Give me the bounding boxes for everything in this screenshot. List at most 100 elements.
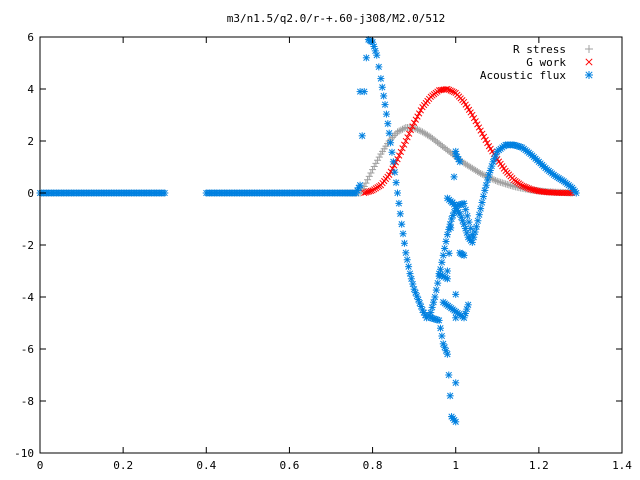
data-point (438, 332, 446, 340)
data-point (395, 127, 403, 135)
data-point (478, 170, 486, 178)
data-point (469, 111, 476, 119)
legend-marker (585, 58, 593, 66)
data-point (482, 181, 490, 189)
data-point (367, 169, 375, 177)
data-point (356, 88, 364, 96)
legend-label: Acoustic flux (480, 69, 566, 82)
data-point (387, 139, 395, 147)
data-point (413, 126, 421, 134)
data-point (417, 107, 424, 114)
data-point (372, 159, 380, 167)
data-point (490, 176, 498, 184)
data-point (481, 186, 489, 194)
data-point (449, 88, 456, 95)
y-tick-label: 4 (27, 83, 34, 96)
axes: 0 0.2 0.4 0.6 0.8 1 1.2 1.4 -10 -8 -6 -4 -2 0 2 4 6 (14, 31, 632, 472)
data-point (389, 133, 397, 141)
data-point (477, 205, 485, 213)
data-point (452, 379, 460, 387)
data-point (508, 182, 516, 190)
data-point (402, 249, 410, 257)
data-point (445, 86, 453, 93)
data-point (406, 270, 414, 278)
data-point (445, 249, 453, 257)
data-point (452, 418, 460, 426)
data-point (465, 218, 473, 226)
y-tick-label: 2 (27, 135, 34, 148)
data-point (472, 118, 479, 125)
data-point (572, 189, 580, 197)
data-point (477, 127, 484, 134)
x-tick-label: 0.4 (196, 459, 216, 472)
data-point (479, 192, 487, 200)
series-g-work (361, 85, 576, 197)
data-point (394, 189, 402, 197)
data-point (492, 177, 500, 185)
data-point (399, 125, 407, 133)
data-point (410, 119, 418, 126)
data-point (402, 137, 409, 145)
x-tick-label: 0 (37, 459, 44, 472)
plot-area (36, 36, 580, 426)
data-point (364, 176, 372, 184)
data-point (409, 123, 416, 130)
data-point (450, 88, 458, 96)
y-tick-label: 6 (27, 31, 34, 44)
data-point (473, 223, 480, 231)
x-tick-label: 1.4 (612, 459, 632, 472)
data-point (436, 324, 444, 332)
data-point (456, 158, 464, 166)
data-point (407, 126, 414, 134)
data-point (399, 230, 407, 238)
data-point (444, 85, 451, 93)
data-point (400, 124, 408, 132)
data-point (370, 162, 378, 170)
data-point (396, 152, 403, 159)
data-point (396, 210, 404, 218)
data-point (468, 231, 476, 239)
data-point (468, 238, 476, 246)
data-point (498, 179, 506, 187)
data-point (391, 162, 398, 169)
data-point (443, 231, 451, 239)
data-point (356, 181, 364, 189)
data-point (522, 183, 529, 191)
x-tick-label: 0.8 (363, 459, 383, 472)
data-point (397, 148, 404, 156)
chart-title: m3/n1.5/q2.0/r-+.60-j308/M2.0/512 (227, 12, 446, 25)
data-point (470, 114, 478, 122)
data-point (407, 275, 415, 283)
data-point (520, 183, 528, 190)
data-point (365, 172, 373, 180)
data-point (394, 128, 402, 136)
data-point (391, 168, 399, 176)
legend-marker (585, 45, 593, 53)
data-point (385, 129, 393, 137)
series-acoustic-flux (36, 36, 580, 426)
data-point (500, 179, 508, 187)
data-point (474, 121, 481, 128)
data-point (386, 171, 393, 178)
data-point (477, 170, 485, 177)
y-tick-label: -8 (21, 395, 34, 408)
data-point (398, 220, 406, 228)
data-point (467, 224, 475, 232)
legend-label: G work (526, 56, 566, 69)
data-point (388, 148, 396, 156)
data-point (460, 199, 468, 207)
data-point (406, 130, 413, 137)
data-point (443, 350, 451, 358)
data-point (375, 63, 383, 71)
data-point (463, 212, 471, 220)
data-point (464, 301, 472, 309)
data-point (503, 180, 511, 188)
data-point (414, 113, 421, 120)
y-tick-label: -10 (14, 447, 34, 460)
data-point (412, 125, 420, 133)
data-point (384, 120, 392, 128)
data-point (392, 179, 400, 187)
x-tick-label: 1 (452, 459, 459, 472)
